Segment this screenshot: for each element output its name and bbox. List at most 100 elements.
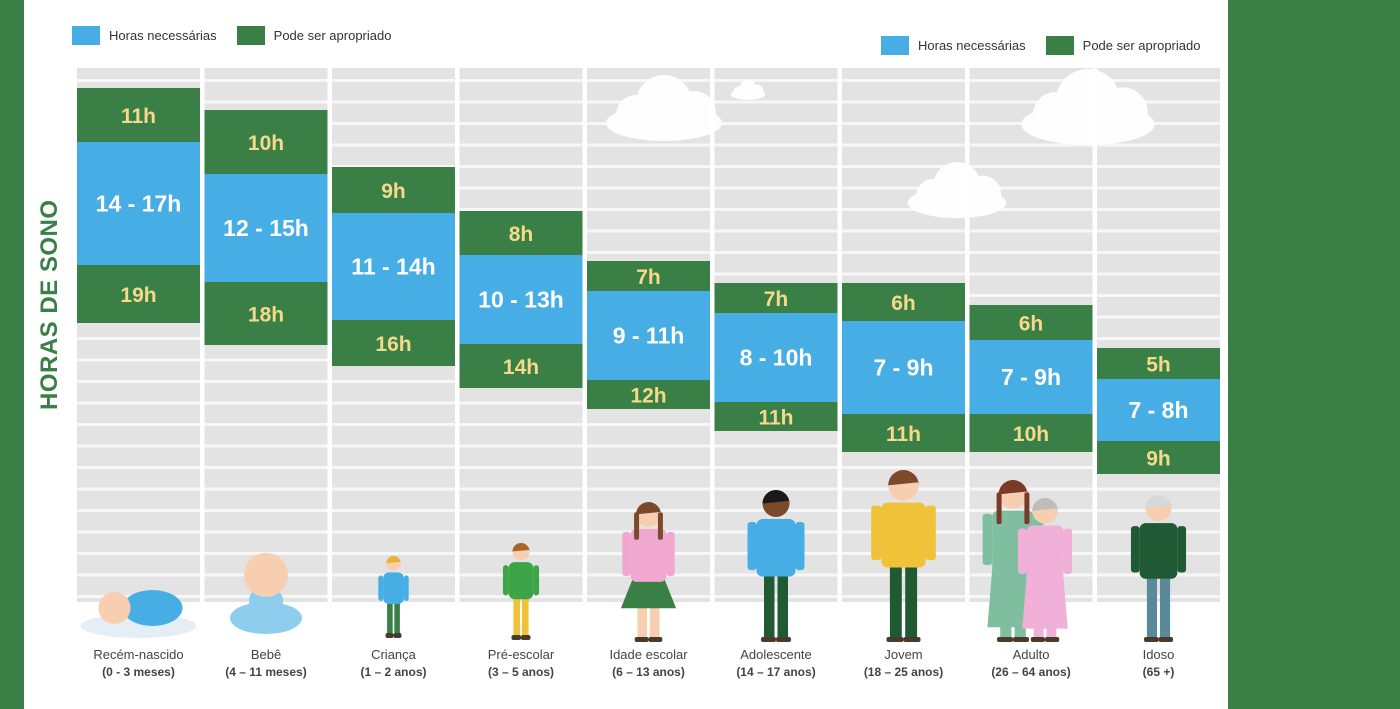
grid-line	[204, 466, 328, 469]
grid-line	[1097, 315, 1220, 319]
grid-line	[714, 229, 838, 233]
grid-line	[459, 208, 583, 211]
category-name: Pré-escolar	[488, 647, 555, 662]
grid-line	[714, 79, 838, 82]
grid-line	[1097, 208, 1220, 211]
grid-line	[842, 143, 965, 147]
bar-needed	[332, 213, 455, 320]
grid-line	[714, 272, 838, 276]
grid-line	[77, 337, 200, 340]
category-range: (0 - 3 meses)	[102, 665, 175, 679]
clouds-decoration	[606, 69, 1155, 219]
grid-line	[842, 466, 965, 469]
category-range: (14 – 17 anos)	[736, 665, 815, 679]
cloud-shape	[730, 80, 766, 100]
grid-line	[1097, 79, 1220, 82]
bars-layer: 11h 14 - 17h 19h 10h 12 - 15h 18h 9h 11 - 14h 16…	[77, 88, 1220, 474]
grid-line	[332, 530, 455, 534]
bar-appropriate-low	[1097, 348, 1220, 379]
bar-needed	[204, 174, 328, 282]
label-appropriate-high: 10h	[1013, 423, 1049, 446]
category-name: Recém-nascido	[93, 647, 183, 662]
people-illustrations	[80, 470, 1187, 642]
grid-line	[842, 122, 965, 125]
grid-line	[459, 186, 583, 190]
grid-line	[332, 423, 455, 426]
grid-line	[1097, 294, 1220, 297]
grid-line	[714, 251, 838, 254]
grid-line	[1097, 595, 1220, 598]
grid-line	[842, 208, 965, 211]
grid-line	[204, 423, 328, 426]
bar-appropriate-low	[332, 167, 455, 213]
label-appropriate-low: 8h	[509, 223, 534, 246]
teen-figure	[747, 490, 805, 642]
grid-line	[1097, 143, 1220, 147]
grid-line	[969, 208, 1093, 211]
bar-appropriate-high	[842, 414, 965, 452]
grid-line	[714, 208, 838, 211]
category-range: (18 – 25 anos)	[864, 665, 943, 679]
bar-appropriate-high	[969, 414, 1093, 452]
toddler-figure	[378, 555, 409, 638]
grid-line	[969, 79, 1093, 82]
adult-elder-woman-figure	[1018, 497, 1072, 642]
bar-needed	[1097, 379, 1220, 441]
grid-line	[587, 143, 710, 147]
grid-line	[332, 143, 455, 147]
grid-line	[204, 79, 328, 82]
label-needed: 12 - 15h	[223, 215, 309, 241]
label-appropriate-low: 6h	[1019, 313, 1044, 336]
grid-line	[587, 208, 710, 211]
bar-appropriate-low	[77, 88, 200, 142]
grid-line	[77, 380, 200, 383]
label-appropriate-high: 14h	[503, 356, 539, 379]
grid-line	[204, 530, 328, 534]
grid-line	[77, 423, 200, 426]
grid-line	[77, 573, 200, 577]
bar-needed	[969, 340, 1093, 414]
label-appropriate-low: 5h	[1146, 354, 1171, 377]
grid-line	[77, 466, 200, 469]
school-age-figure	[620, 501, 677, 642]
legend-swatch-needed	[881, 36, 909, 55]
cloud-shape	[606, 75, 722, 141]
grid-line	[587, 229, 710, 233]
grid-line	[459, 509, 583, 512]
grid-line	[842, 79, 965, 82]
grid-line	[459, 487, 583, 491]
grid-line	[1097, 165, 1220, 168]
category-range: (6 – 13 anos)	[612, 665, 685, 679]
grid-line	[77, 530, 200, 534]
grid-line	[332, 466, 455, 469]
grid-line	[587, 487, 710, 491]
label-appropriate-high: 12h	[630, 385, 666, 408]
label-appropriate-high: 11h	[886, 423, 921, 446]
label-appropriate-low: 7h	[764, 288, 789, 311]
grid-line	[459, 100, 583, 104]
young-adult-figure	[871, 470, 936, 642]
category-name: Adulto	[1013, 647, 1050, 662]
category-labels: Recém-nascido (0 - 3 meses) Bebê (4 – 11 me…	[93, 647, 1174, 679]
category-name: Idoso	[1143, 647, 1175, 662]
preschooler-figure	[502, 543, 540, 640]
grid-line	[969, 509, 1093, 512]
grid-line	[332, 444, 455, 448]
grid-line	[204, 487, 328, 491]
bar-needed	[587, 291, 710, 380]
grid-line	[842, 573, 965, 577]
label-appropriate-low: 6h	[891, 292, 916, 315]
grid-line	[204, 444, 328, 448]
label-needed: 14 - 17h	[96, 191, 182, 217]
grid-line	[842, 251, 965, 254]
grid-line	[459, 423, 583, 426]
grid-line	[204, 401, 328, 405]
grid-line	[842, 100, 965, 104]
bar-appropriate-low	[587, 261, 710, 291]
bar-appropriate-high	[332, 320, 455, 366]
grid-line	[587, 165, 710, 168]
grid-line	[714, 165, 838, 168]
grid-line	[587, 466, 710, 469]
label-needed: 11 - 14h	[351, 254, 435, 280]
grid-line	[1097, 229, 1220, 233]
